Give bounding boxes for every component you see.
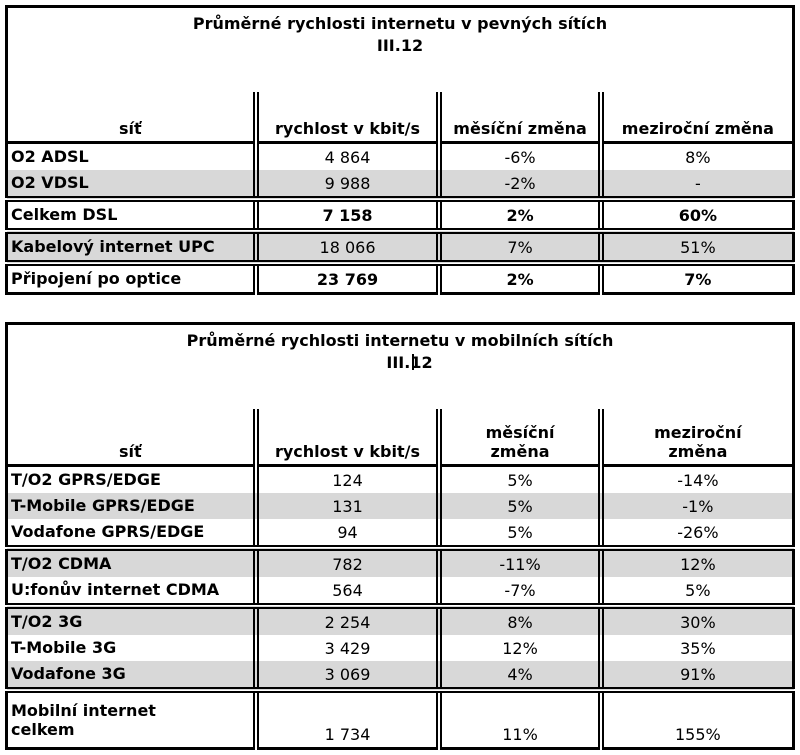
speed-cell: 18 066 bbox=[252, 231, 440, 266]
network-name-cell: Vodafone 3G bbox=[6, 661, 256, 693]
column-header-yearly-change: meziroční změna bbox=[597, 92, 794, 144]
title-row: Průměrné rychlosti internetu v mobilních… bbox=[7, 324, 794, 410]
table-row: T-Mobile 3G 3 429 12% 35% bbox=[7, 635, 794, 661]
header-row: síť rychlost v kbit/s měsíční změna mezi… bbox=[6, 409, 794, 467]
table-period: III.12 bbox=[376, 35, 424, 55]
table-row: Mobilní internet celkem 1 734 11% 155% bbox=[7, 690, 794, 749]
text-caret-icon bbox=[411, 353, 414, 370]
column-header-speed: rychlost v kbit/s bbox=[252, 409, 440, 467]
network-name-cell: Celkem DSL bbox=[6, 199, 256, 234]
monthly-change-cell: -6% bbox=[436, 142, 601, 170]
monthly-change-cell: 11% bbox=[436, 690, 601, 749]
speed-cell: 9 988 bbox=[252, 170, 440, 202]
table-row: Připojení po optice 23 769 2% 7% bbox=[7, 263, 794, 294]
network-name-cell: Mobilní internet celkem bbox=[11, 700, 156, 739]
speed-cell: 2 254 bbox=[252, 606, 440, 635]
title-row: Průměrné rychlosti internetu v pevných s… bbox=[7, 7, 794, 93]
speed-cell: 7 158 bbox=[252, 199, 440, 234]
speed-cell: 1 734 bbox=[252, 690, 440, 749]
speed-cell: 782 bbox=[252, 548, 440, 577]
speed-cell: 131 bbox=[252, 493, 440, 519]
network-name-cell: O2 VDSL bbox=[6, 170, 256, 202]
column-header-network: síť bbox=[6, 409, 256, 467]
network-name-cell: Kabelový internet UPC bbox=[6, 231, 256, 266]
monthly-change-cell: -7% bbox=[436, 577, 601, 609]
table-row: T/O2 3G 2 254 8% 30% bbox=[6, 606, 794, 635]
table-period[interactable]: III.12 bbox=[386, 352, 433, 372]
monthly-change-cell: 2% bbox=[436, 199, 601, 234]
speed-cell: 94 bbox=[252, 519, 440, 551]
yearly-change-cell: - bbox=[597, 170, 794, 202]
network-name-cell: Vodafone GPRS/EDGE bbox=[6, 519, 256, 551]
table-row: Vodafone 3G 3 069 4% 91% bbox=[6, 661, 794, 693]
speed-cell: 564 bbox=[252, 577, 440, 609]
column-header-speed: rychlost v kbit/s bbox=[252, 92, 440, 144]
monthly-change-cell: 8% bbox=[436, 606, 601, 635]
column-header-monthly-change: měsíční změna bbox=[436, 409, 601, 467]
network-name-cell: U:fonův internet CDMA bbox=[6, 577, 256, 609]
speed-cell: 3 069 bbox=[252, 661, 440, 693]
speed-cell: 3 429 bbox=[252, 635, 440, 661]
table-row: U:fonův internet CDMA 564 -7% 5% bbox=[6, 577, 794, 609]
table-row: O2 ADSL 4 864 -6% 8% bbox=[7, 142, 794, 170]
yearly-change-cell: -26% bbox=[597, 519, 794, 551]
yearly-change-cell: 5% bbox=[597, 577, 794, 609]
network-name-cell: Připojení po optice bbox=[11, 269, 182, 289]
monthly-change-cell: 2% bbox=[436, 263, 601, 294]
table-row: T-Mobile GPRS/EDGE 131 5% -1% bbox=[6, 493, 794, 519]
network-name-cell: O2 ADSL bbox=[11, 147, 89, 167]
yearly-change-cell: 155% bbox=[597, 690, 794, 749]
network-name-cell: T/O2 3G bbox=[6, 606, 256, 635]
monthly-change-cell: 4% bbox=[436, 661, 601, 693]
yearly-change-cell: 12% bbox=[597, 548, 794, 577]
network-name-cell: T-Mobile 3G bbox=[11, 638, 117, 658]
speed-cell: 124 bbox=[252, 465, 440, 493]
yearly-change-cell: 51% bbox=[597, 231, 794, 266]
table-row: Celkem DSL 7 158 2% 60% bbox=[6, 199, 794, 234]
header-row: síť rychlost v kbit/s měsíční změna mezi… bbox=[6, 92, 794, 144]
yearly-change-cell: -14% bbox=[597, 465, 794, 493]
monthly-change-cell: 7% bbox=[436, 231, 601, 266]
monthly-change-cell: 12% bbox=[436, 635, 601, 661]
network-name-cell: T-Mobile GPRS/EDGE bbox=[6, 493, 256, 519]
table-row: Kabelový internet UPC 18 066 7% 51% bbox=[6, 231, 794, 266]
table-title-cell: Průměrné rychlosti internetu v mobilních… bbox=[7, 324, 794, 410]
yearly-change-cell: -1% bbox=[597, 493, 794, 519]
column-header-monthly-change: měsíční změna bbox=[436, 92, 601, 144]
table-row: Vodafone GPRS/EDGE 94 5% -26% bbox=[6, 519, 794, 551]
yearly-change-cell: 30% bbox=[597, 606, 794, 635]
table-period-wrap: III.12 bbox=[9, 352, 791, 374]
monthly-change-cell: 5% bbox=[436, 465, 601, 493]
monthly-change-cell: -11% bbox=[436, 548, 601, 577]
speed-cell: 4 864 bbox=[252, 142, 440, 170]
yearly-change-cell: 60% bbox=[597, 199, 794, 234]
monthly-change-cell: -2% bbox=[436, 170, 601, 202]
fixed-networks-table: Průměrné rychlosti internetu v pevných s… bbox=[5, 5, 795, 295]
yearly-change-cell: 35% bbox=[597, 635, 794, 661]
table-row: T/O2 CDMA 782 -11% 12% bbox=[6, 548, 794, 577]
table-title: Průměrné rychlosti internetu v mobilních… bbox=[186, 331, 614, 350]
monthly-change-cell: 5% bbox=[436, 519, 601, 551]
yearly-change-cell: 8% bbox=[597, 142, 794, 170]
column-header-network: síť bbox=[6, 92, 256, 144]
yearly-change-cell: 7% bbox=[597, 263, 794, 294]
speed-cell: 23 769 bbox=[252, 263, 440, 294]
yearly-change-cell: 91% bbox=[597, 661, 794, 693]
monthly-change-cell: 5% bbox=[436, 493, 601, 519]
network-name-cell: T/O2 CDMA bbox=[6, 548, 256, 577]
table-row: O2 VDSL 9 988 -2% - bbox=[6, 170, 794, 202]
table-row: T/O2 GPRS/EDGE 124 5% -14% bbox=[7, 465, 794, 493]
fixed-networks-rows: O2 ADSL 4 864 -6% 8% O2 VDSL 9 988 -2% - Celkem … bbox=[6, 142, 794, 294]
column-header-yearly-change: meziroční změna bbox=[597, 409, 794, 467]
mobile-networks-rows: T/O2 GPRS/EDGE 124 5% -14% T-Mobile GPRS/EDG… bbox=[6, 465, 794, 749]
network-name-cell: T/O2 GPRS/EDGE bbox=[11, 470, 161, 490]
mobile-networks-table: Průměrné rychlosti internetu v mobilních… bbox=[5, 322, 795, 750]
table-title-cell: Průměrné rychlosti internetu v pevných s… bbox=[7, 7, 794, 93]
table-title: Průměrné rychlosti internetu v pevných s… bbox=[192, 14, 608, 33]
